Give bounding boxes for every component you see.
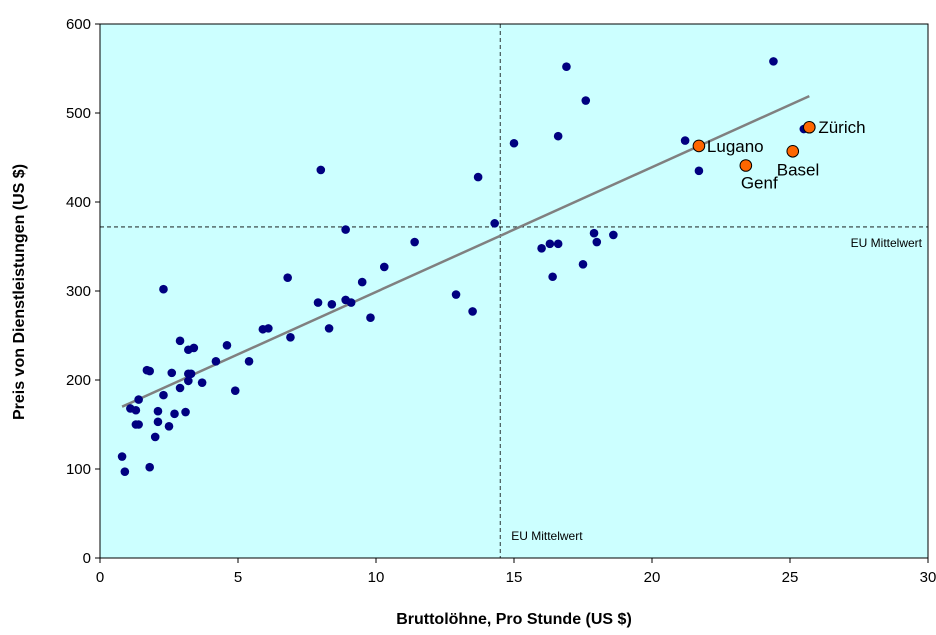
- data-point: [694, 166, 704, 176]
- city-label: Basel: [777, 160, 820, 179]
- data-point: [324, 324, 334, 333]
- data-point: [578, 260, 588, 269]
- y-tick-label: 100: [66, 461, 91, 478]
- data-point: [680, 136, 690, 145]
- data-point: [410, 237, 419, 247]
- data-point: [145, 366, 154, 376]
- x-tick-label: 20: [644, 569, 661, 586]
- plot-area: [99, 23, 929, 559]
- data-point: [159, 284, 168, 294]
- data-point: [264, 324, 273, 333]
- data-point: [120, 467, 130, 476]
- x-tick-label: 10: [368, 569, 385, 586]
- data-point: [153, 406, 163, 416]
- data-point: [357, 277, 367, 287]
- data-point: [117, 452, 127, 461]
- data-point: [346, 298, 356, 307]
- data-point: [769, 57, 778, 66]
- x-axis: 0 5 10 15 20 25 30: [96, 557, 936, 586]
- data-point: [313, 298, 323, 307]
- data-point: [366, 313, 375, 323]
- data-point: [341, 225, 350, 234]
- data-point: [175, 383, 185, 393]
- reference-lines: EU Mittelwert EU Mittelwert: [100, 24, 928, 558]
- x-tick-label: 5: [234, 569, 242, 586]
- data-point: [283, 273, 292, 282]
- data-point: [197, 378, 207, 387]
- data-point: [230, 386, 240, 395]
- y-tick-label: 600: [66, 16, 91, 33]
- data-points: [117, 57, 809, 476]
- data-point: [131, 405, 141, 415]
- city-label: Lugano: [707, 137, 764, 156]
- y-tick-label: 200: [66, 372, 91, 389]
- data-point: [509, 138, 519, 148]
- data-point: [545, 239, 555, 249]
- data-point: [327, 300, 337, 309]
- data-point: [581, 96, 591, 105]
- eu-mean-vertical-label: EU Mittelwert: [511, 529, 583, 543]
- y-tick-label: 0: [83, 550, 91, 567]
- data-point: [609, 230, 618, 240]
- data-point: [553, 131, 563, 141]
- highlighted-point: [739, 159, 753, 172]
- data-point: [186, 369, 196, 379]
- x-tick-label: 0: [96, 569, 104, 586]
- data-point: [134, 395, 143, 404]
- data-point: [222, 340, 232, 350]
- x-tick-label: 30: [920, 569, 936, 586]
- data-point: [553, 239, 563, 249]
- data-point: [592, 237, 602, 247]
- data-point: [244, 357, 254, 366]
- data-point: [184, 376, 193, 386]
- city-label: Zürich: [818, 118, 865, 137]
- data-point: [316, 165, 326, 175]
- highlighted-point: [692, 139, 706, 153]
- y-axis-title: Preis von Dienstleistungen (US $): [11, 164, 28, 420]
- data-point: [170, 409, 179, 419]
- city-label: Genf: [741, 174, 778, 193]
- data-point: [379, 262, 389, 272]
- data-point: [175, 336, 185, 346]
- data-point: [159, 390, 168, 400]
- y-tick-label: 400: [66, 194, 91, 211]
- y-tick-label: 500: [66, 105, 91, 122]
- data-point: [145, 462, 154, 472]
- data-point: [562, 62, 571, 72]
- x-tick-label: 15: [506, 569, 523, 586]
- data-point: [211, 357, 221, 366]
- data-point: [164, 421, 174, 431]
- data-point: [150, 432, 160, 442]
- data-point: [189, 343, 199, 353]
- data-point: [153, 417, 163, 427]
- highlighted-point: [786, 144, 800, 158]
- data-point: [537, 243, 546, 253]
- eu-mean-horizontal-label: EU Mittelwert: [851, 236, 923, 250]
- y-axis: 0 100 200 300 400 500 600: [66, 16, 101, 567]
- data-point: [451, 290, 461, 299]
- data-point: [134, 420, 143, 429]
- y-tick-label: 300: [66, 283, 91, 300]
- x-tick-label: 25: [782, 569, 799, 586]
- highlighted-point: [803, 120, 816, 134]
- data-point: [167, 368, 177, 378]
- data-point: [286, 332, 295, 342]
- data-point: [490, 219, 499, 228]
- data-point: [468, 307, 477, 316]
- data-point: [589, 228, 599, 238]
- data-point: [181, 407, 190, 417]
- data-point: [548, 272, 557, 282]
- data-point: [473, 172, 483, 182]
- x-axis-title: Bruttolöhne, Pro Stunde (US $): [396, 611, 632, 628]
